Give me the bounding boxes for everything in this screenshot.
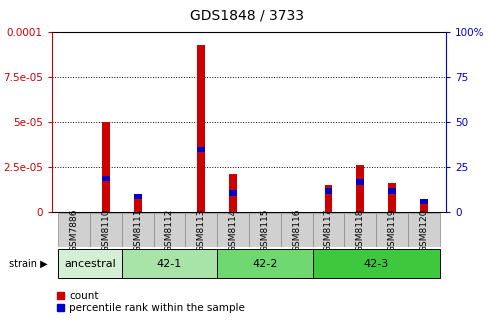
Text: GSM8114: GSM8114	[229, 208, 238, 252]
Text: GSM8110: GSM8110	[102, 208, 110, 252]
Text: 42-3: 42-3	[363, 259, 389, 269]
Bar	[122, 213, 153, 247]
Bar	[356, 165, 364, 212]
Bar	[197, 44, 205, 212]
Bar	[420, 199, 428, 212]
Bar	[324, 185, 332, 212]
Bar	[420, 199, 428, 205]
Text: GSM8116: GSM8116	[292, 208, 301, 252]
Bar	[408, 213, 440, 247]
Bar	[197, 147, 205, 152]
Bar	[122, 249, 217, 278]
Text: GSM8115: GSM8115	[260, 208, 269, 252]
Bar	[388, 183, 396, 212]
Text: GSM8111: GSM8111	[133, 208, 142, 252]
Bar	[134, 194, 141, 212]
Bar	[345, 213, 376, 247]
Text: GSM8120: GSM8120	[420, 208, 428, 252]
Bar	[388, 188, 396, 194]
Legend: count, percentile rank within the sample: count, percentile rank within the sample	[57, 291, 246, 313]
Bar	[185, 213, 217, 247]
Bar	[58, 249, 122, 278]
Bar	[229, 174, 237, 212]
Bar	[229, 190, 237, 196]
Bar	[217, 213, 249, 247]
Text: GSM8117: GSM8117	[324, 208, 333, 252]
Text: GSM7886: GSM7886	[70, 208, 78, 252]
Text: 42-2: 42-2	[252, 259, 278, 269]
Text: GSM8119: GSM8119	[387, 208, 396, 252]
Text: GSM8112: GSM8112	[165, 208, 174, 252]
Bar	[313, 249, 440, 278]
Text: strain ▶: strain ▶	[9, 259, 48, 269]
Bar	[376, 213, 408, 247]
Bar	[249, 213, 281, 247]
Bar	[134, 194, 141, 199]
Bar	[90, 213, 122, 247]
Bar	[313, 213, 345, 247]
Bar	[217, 249, 313, 278]
Bar	[356, 179, 364, 185]
Text: GSM8113: GSM8113	[197, 208, 206, 252]
Bar	[102, 176, 110, 181]
Bar	[153, 213, 185, 247]
Text: GSM8118: GSM8118	[356, 208, 365, 252]
Bar	[58, 213, 90, 247]
Bar	[281, 213, 313, 247]
Text: 42-1: 42-1	[157, 259, 182, 269]
Text: GDS1848 / 3733: GDS1848 / 3733	[189, 8, 304, 23]
Bar	[324, 188, 332, 194]
Text: ancestral: ancestral	[64, 259, 116, 269]
Bar	[102, 122, 110, 212]
